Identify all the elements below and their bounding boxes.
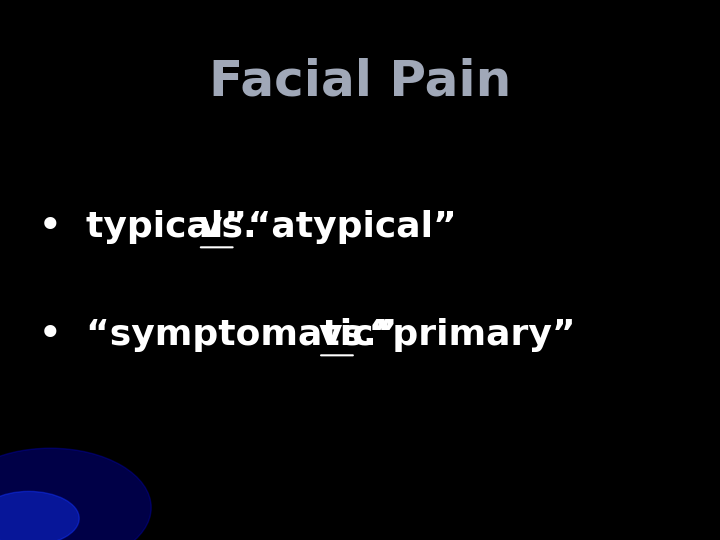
Text: Facial Pain: Facial Pain — [209, 57, 511, 105]
Text: vs.: vs. — [318, 318, 377, 352]
Text: typical”: typical” — [86, 210, 260, 244]
Text: “primary”: “primary” — [356, 318, 575, 352]
Text: •: • — [38, 314, 63, 356]
Text: “symptomatic”: “symptomatic” — [86, 318, 410, 352]
Ellipse shape — [0, 448, 151, 540]
Text: •: • — [38, 206, 63, 248]
Text: “atypical”: “atypical” — [235, 210, 457, 244]
Text: vs.: vs. — [198, 210, 256, 244]
Ellipse shape — [0, 491, 79, 540]
